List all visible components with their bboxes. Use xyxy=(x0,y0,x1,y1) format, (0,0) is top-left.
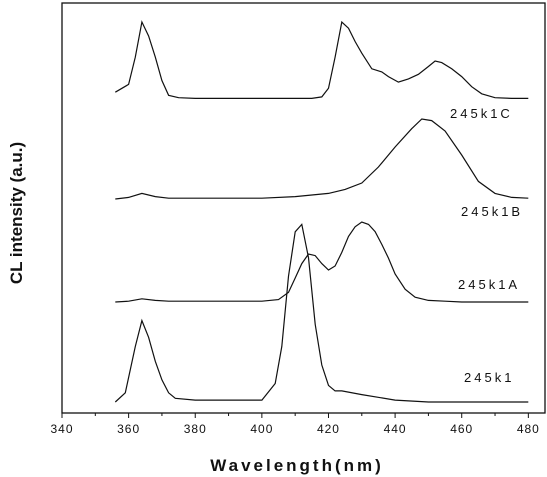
y-axis-label: CL intensity (a.u.) xyxy=(7,142,26,284)
series-line-245k1b xyxy=(115,118,529,200)
series-label-245k1c: 245k1C xyxy=(450,106,513,121)
series-line-245k1a xyxy=(115,221,529,303)
x-tick-label: 420 xyxy=(317,422,340,436)
x-tick-label: 440 xyxy=(384,422,407,436)
chart-series-labels: 245k1C 245k1B 245k1A 245k1 xyxy=(450,106,523,385)
chart-traces xyxy=(114,20,529,403)
x-tick-label: 360 xyxy=(117,422,140,436)
x-tick-label: 400 xyxy=(250,422,273,436)
x-axis-label: Wavelength(nm) xyxy=(210,456,384,475)
series-label-245k1b: 245k1B xyxy=(461,204,523,219)
series-line-245k1c xyxy=(114,20,529,100)
x-tick-label: 380 xyxy=(184,422,207,436)
x-tick-label: 340 xyxy=(50,422,73,436)
x-tick-label: 460 xyxy=(450,422,473,436)
series-line-245k1 xyxy=(114,223,529,403)
x-tick-label: 480 xyxy=(517,422,540,436)
chart-axes: 340 360 380 400 420 440 460 480 xyxy=(50,2,546,436)
plot-frame xyxy=(61,2,546,414)
series-label-245k1a: 245k1A xyxy=(458,277,520,292)
series-label-245k1: 245k1 xyxy=(464,370,514,385)
